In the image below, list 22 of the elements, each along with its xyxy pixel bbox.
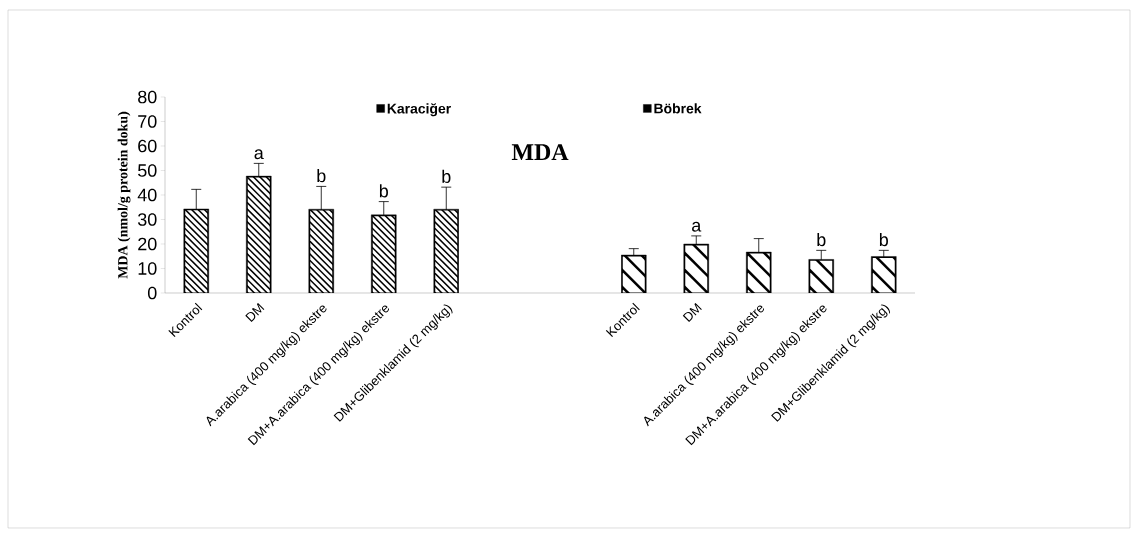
data-label: b [379, 184, 388, 198]
data-label: a [254, 149, 264, 160]
data-label: b [817, 232, 826, 247]
data-label: a [692, 221, 702, 232]
y-tick-label: 50 [138, 164, 157, 177]
legend-label: Böbrek [654, 103, 702, 114]
y-axis-title: MDA (nmol/g protein doku) [117, 111, 131, 279]
y-tick-label: 40 [137, 188, 157, 202]
y-tick-label: 70 [138, 115, 157, 128]
y-tick-label: 60 [138, 139, 157, 153]
data-label: b [442, 169, 451, 183]
x-tick-label: DM [245, 302, 265, 323]
y-tick-label: 20 [138, 237, 157, 251]
legend-label: Karaciğer [387, 103, 451, 117]
data-label: b [317, 169, 326, 183]
y-tick-label: 10 [138, 262, 157, 275]
y-tick-label: 0 [147, 286, 157, 300]
y-tick-label: 30 [137, 213, 157, 226]
text: MDA [511, 144, 569, 161]
y-tick-label: 80 [138, 90, 157, 104]
x-tick-label: DM [682, 302, 702, 323]
data-label: b [879, 232, 888, 247]
